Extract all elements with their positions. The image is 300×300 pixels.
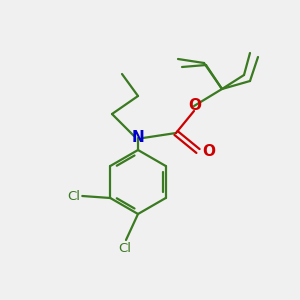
Text: N: N — [132, 130, 144, 146]
Text: Cl: Cl — [67, 190, 80, 202]
Text: O: O — [202, 143, 215, 158]
Text: Cl: Cl — [118, 242, 131, 255]
Text: O: O — [188, 98, 202, 113]
